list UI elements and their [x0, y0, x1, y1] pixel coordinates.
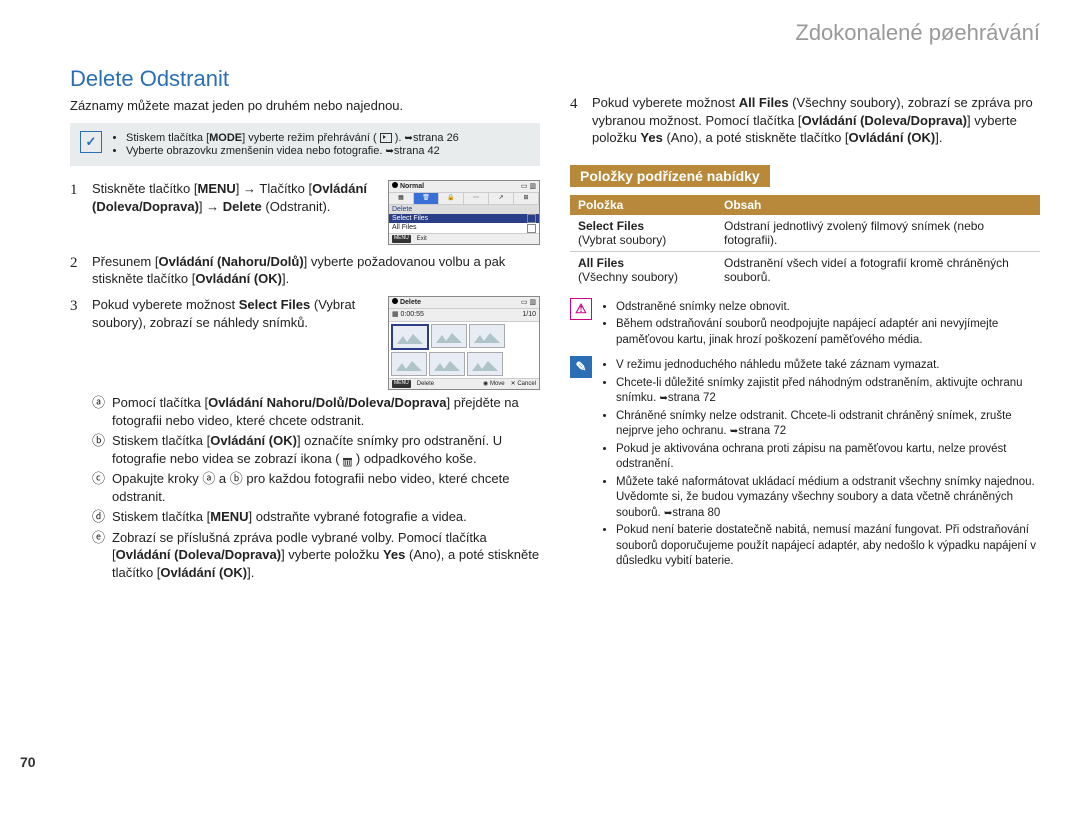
- step: 4Pokud vyberete možnost All Files (Všech…: [570, 94, 1040, 147]
- step: 2Přesunem [Ovládání (Nahoru/Dolů)] vyber…: [70, 253, 540, 288]
- trash-icon: [343, 454, 352, 464]
- lcd-option: Select Files: [389, 214, 539, 223]
- info-icon: ✎: [570, 356, 592, 378]
- table-row: All Files(Všechny soubory)Odstranění vše…: [570, 251, 1040, 288]
- substep-marker: ⓔ: [92, 529, 106, 582]
- page-ref: strana 72: [659, 392, 715, 404]
- note-item: Chráněné snímky nelze odstranit. Chcete-…: [616, 409, 1040, 440]
- note-item: Pokud není baterie dostatečně nabitá, ne…: [616, 523, 1040, 570]
- note-item: Odstraněné snímky nelze obnovit.: [616, 300, 1040, 316]
- substep: ⓒOpakujte kroky ⓐ a ⓑ pro každou fotogra…: [92, 470, 540, 505]
- lcd-thumb: [431, 324, 467, 348]
- lcd-thumbs-screen: Delete▭ ▥▦ 0:00:551/10MENUDelete◉ Move✕ …: [388, 296, 540, 390]
- page-ref: strana 42: [385, 145, 439, 157]
- info-note: ✎ V režimu jednoduchého náhledu můžete t…: [570, 356, 1040, 572]
- step: 3Pokud vyberete možnost Select Files (Vy…: [70, 296, 540, 584]
- lcd-menu-screen: Normal▭ ▥▦🗑🔒⋯↗⊞DeleteSelect FilesAll Fil…: [388, 180, 540, 245]
- chapter-title: Zdokonalené pøehrávání: [70, 20, 1040, 46]
- submenu-table: Položka Obsah Select Files(Vybrat soubor…: [570, 195, 1040, 288]
- substep-marker: ⓒ: [92, 470, 106, 505]
- substep: ⓓStiskem tlačítka [MENU] odstraňte vybra…: [92, 508, 540, 526]
- warning-note: ⚠ Odstraněné snímky nelze obnovit.Během …: [570, 298, 1040, 351]
- note-item: V režimu jednoduchého náhledu můžete tak…: [616, 358, 1040, 374]
- step-number: 3: [70, 296, 84, 584]
- lcd-option: All Files: [389, 223, 539, 232]
- page-ref: strana 80: [664, 507, 720, 519]
- playback-icon: [380, 133, 392, 143]
- substep: ⓔZobrazí se příslušná zpráva podle vybra…: [92, 529, 540, 582]
- callout-item: Vyberte obrazovku zmenšenin videa nebo f…: [126, 145, 459, 157]
- warning-icon: ⚠: [570, 298, 592, 320]
- page-number: 70: [20, 754, 36, 770]
- lcd-title: Normal: [400, 183, 424, 190]
- lcd-section: Delete: [389, 205, 539, 214]
- table-header-item: Položka: [570, 195, 716, 215]
- note-item: Pokud je aktivována ochrana proti zápisu…: [616, 442, 1040, 473]
- lcd-thumb: [429, 352, 465, 376]
- lcd-thumb: [467, 352, 503, 376]
- section-title: Delete Odstranit: [70, 66, 540, 92]
- submenu-heading: Položky podřízené nabídky: [570, 165, 770, 187]
- substep: ⓐPomocí tlačítka [Ovládání Nahoru/Dolů/D…: [92, 394, 540, 429]
- note-item: Během odstraňování souborů neodpojujte n…: [616, 317, 1040, 348]
- table-row: Select Files(Vybrat soubory)Odstraní jed…: [570, 215, 1040, 252]
- step-number: 1: [70, 180, 84, 245]
- lcd-title: Delete: [400, 299, 421, 306]
- lcd-thumb: [391, 352, 427, 376]
- step: 1Stiskněte tlačítko [MENU] → Tlačítko [O…: [70, 180, 540, 245]
- callout-mode: ✓ Stiskem tlačítka [MODE] vyberte režim …: [70, 123, 540, 166]
- substep-marker: ⓑ: [92, 432, 106, 467]
- page-ref: strana 72: [730, 425, 786, 437]
- lcd-thumb: [469, 324, 505, 348]
- substep-marker: ⓓ: [92, 508, 106, 526]
- page-ref: strana 26: [405, 132, 459, 144]
- note-item: Můžete také naformátovat ukládací médium…: [616, 475, 1040, 522]
- step-number: 4: [570, 94, 584, 147]
- note-item: Chcete-li důležité snímky zajistit před …: [616, 376, 1040, 407]
- lcd-exit: Exit: [417, 235, 427, 243]
- substep-marker: ⓐ: [92, 394, 106, 429]
- substep: ⓑStiskem tlačítka [Ovládání (OK)] označí…: [92, 432, 540, 467]
- intro-text: Záznamy můžete mazat jeden po druhém neb…: [70, 98, 540, 113]
- callout-item: Stiskem tlačítka [MODE] vyberte režim př…: [126, 132, 459, 144]
- table-header-content: Obsah: [716, 195, 1040, 215]
- step-number: 2: [70, 253, 84, 288]
- lcd-thumb: [391, 324, 429, 350]
- check-icon: ✓: [80, 131, 102, 153]
